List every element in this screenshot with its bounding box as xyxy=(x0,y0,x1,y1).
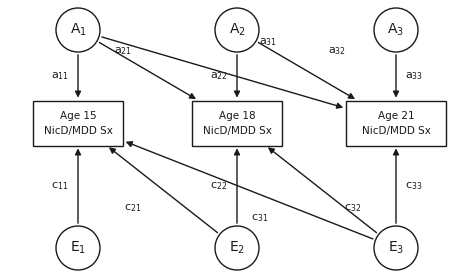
Bar xyxy=(346,101,446,145)
Text: NicD/MDD Sx: NicD/MDD Sx xyxy=(202,126,272,136)
Text: E$_{1}$: E$_{1}$ xyxy=(70,240,86,256)
Circle shape xyxy=(56,226,100,270)
Text: a$_{33}$: a$_{33}$ xyxy=(405,70,423,82)
Circle shape xyxy=(215,8,259,52)
Text: a$_{11}$: a$_{11}$ xyxy=(51,70,69,82)
Text: a$_{21}$: a$_{21}$ xyxy=(114,45,132,57)
Text: c$_{22}$: c$_{22}$ xyxy=(210,180,228,192)
Text: A$_{1}$: A$_{1}$ xyxy=(70,22,86,38)
Text: Age 15: Age 15 xyxy=(60,111,96,121)
Text: E$_{3}$: E$_{3}$ xyxy=(388,240,404,256)
Text: NicD/MDD Sx: NicD/MDD Sx xyxy=(44,126,112,136)
Text: c$_{31}$: c$_{31}$ xyxy=(251,212,268,224)
Text: c$_{33}$: c$_{33}$ xyxy=(405,180,423,192)
Text: Age 21: Age 21 xyxy=(378,111,414,121)
Text: E$_{2}$: E$_{2}$ xyxy=(229,240,245,256)
Bar xyxy=(192,101,282,145)
Text: A$_{3}$: A$_{3}$ xyxy=(388,22,404,38)
Text: Age 18: Age 18 xyxy=(219,111,255,121)
Text: a$_{32}$: a$_{32}$ xyxy=(328,45,346,57)
Bar xyxy=(33,101,123,145)
Text: NicD/MDD Sx: NicD/MDD Sx xyxy=(362,126,430,136)
Text: c$_{32}$: c$_{32}$ xyxy=(344,202,361,214)
Circle shape xyxy=(56,8,100,52)
Text: c$_{11}$: c$_{11}$ xyxy=(51,180,69,192)
Text: a$_{22}$: a$_{22}$ xyxy=(210,70,228,82)
Circle shape xyxy=(374,8,418,52)
Text: A$_{2}$: A$_{2}$ xyxy=(228,22,246,38)
Text: c$_{21}$: c$_{21}$ xyxy=(125,202,142,214)
Circle shape xyxy=(215,226,259,270)
Text: a$_{31}$: a$_{31}$ xyxy=(258,36,277,48)
Circle shape xyxy=(374,226,418,270)
